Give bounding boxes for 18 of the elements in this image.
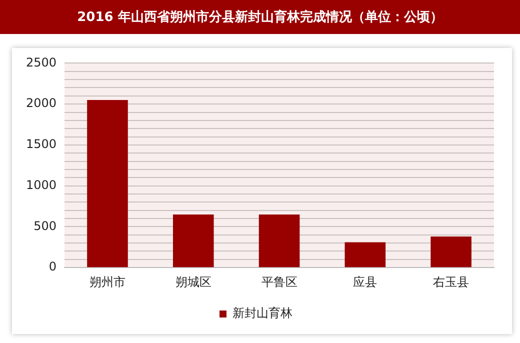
bar [87, 100, 128, 268]
y-tick-label: 0 [48, 260, 57, 274]
bar [258, 214, 300, 268]
y-tick-label: 500 [34, 218, 57, 233]
y-tick-label: 2000 [26, 96, 57, 110]
x-tick-label: 平鲁区 [261, 274, 298, 289]
bar [344, 242, 386, 268]
legend-label: 新封山育林 [232, 306, 292, 320]
y-tick-label: 1000 [26, 178, 57, 192]
bar [172, 214, 214, 268]
y-tick-label: 1500 [26, 137, 57, 152]
x-tick-label: 应县 [353, 274, 378, 289]
y-tick-label: 2500 [26, 55, 57, 70]
chart-title: 2016 年山西省朔州市分县新封山育林完成情况（单位：公顷） [0, 0, 520, 34]
x-tick-label: 朔城区 [175, 274, 212, 289]
x-tick-label: 朔州市 [89, 274, 126, 289]
bar [430, 236, 472, 268]
x-tick-label: 右玉县 [433, 274, 470, 289]
